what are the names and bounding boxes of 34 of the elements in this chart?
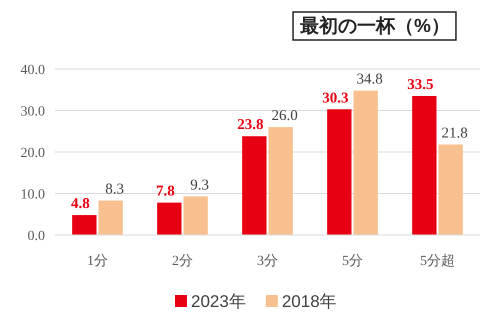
bar: [438, 144, 463, 235]
bar: [72, 215, 96, 235]
x-tick-label: 5分: [342, 253, 363, 269]
legend-label: 2018年: [282, 292, 337, 311]
bar: [242, 136, 266, 235]
legend-label: 2023年: [191, 292, 246, 311]
chart-title: 最初の一杯（%）: [299, 15, 450, 37]
bar: [327, 109, 352, 235]
title: 最初の一杯（%）: [292, 11, 457, 41]
y-tick-label: 20.0: [20, 146, 45, 161]
data-label: 30.3: [322, 90, 348, 106]
bar: [268, 127, 293, 235]
data-label: 8.3: [105, 182, 124, 198]
data-label: 34.8: [356, 72, 383, 88]
bar: [184, 196, 208, 235]
x-tick-label: 1分: [87, 253, 108, 269]
y-tick-label: 40.0: [20, 63, 45, 78]
data-label: 7.8: [156, 184, 175, 200]
data-label: 33.5: [407, 76, 434, 93]
x-tick-label: 2分: [172, 253, 193, 269]
data-label: 26.0: [272, 108, 298, 124]
y-tick-label: 30.0: [20, 104, 45, 120]
data-label: 9.3: [190, 177, 210, 194]
data-label: 4.8: [70, 196, 90, 212]
x-tick-label: 5分超: [420, 253, 455, 269]
bar: [354, 90, 378, 235]
data-label: 23.8: [237, 117, 264, 134]
data-label: 21.8: [442, 126, 468, 142]
bar: [157, 202, 182, 235]
x-tick-label: 3分: [257, 253, 278, 269]
y-tick-label: 0.0: [28, 229, 45, 244]
y-tick-label: 10.0: [20, 188, 45, 202]
bar: [412, 96, 436, 235]
bar: [98, 200, 123, 235]
